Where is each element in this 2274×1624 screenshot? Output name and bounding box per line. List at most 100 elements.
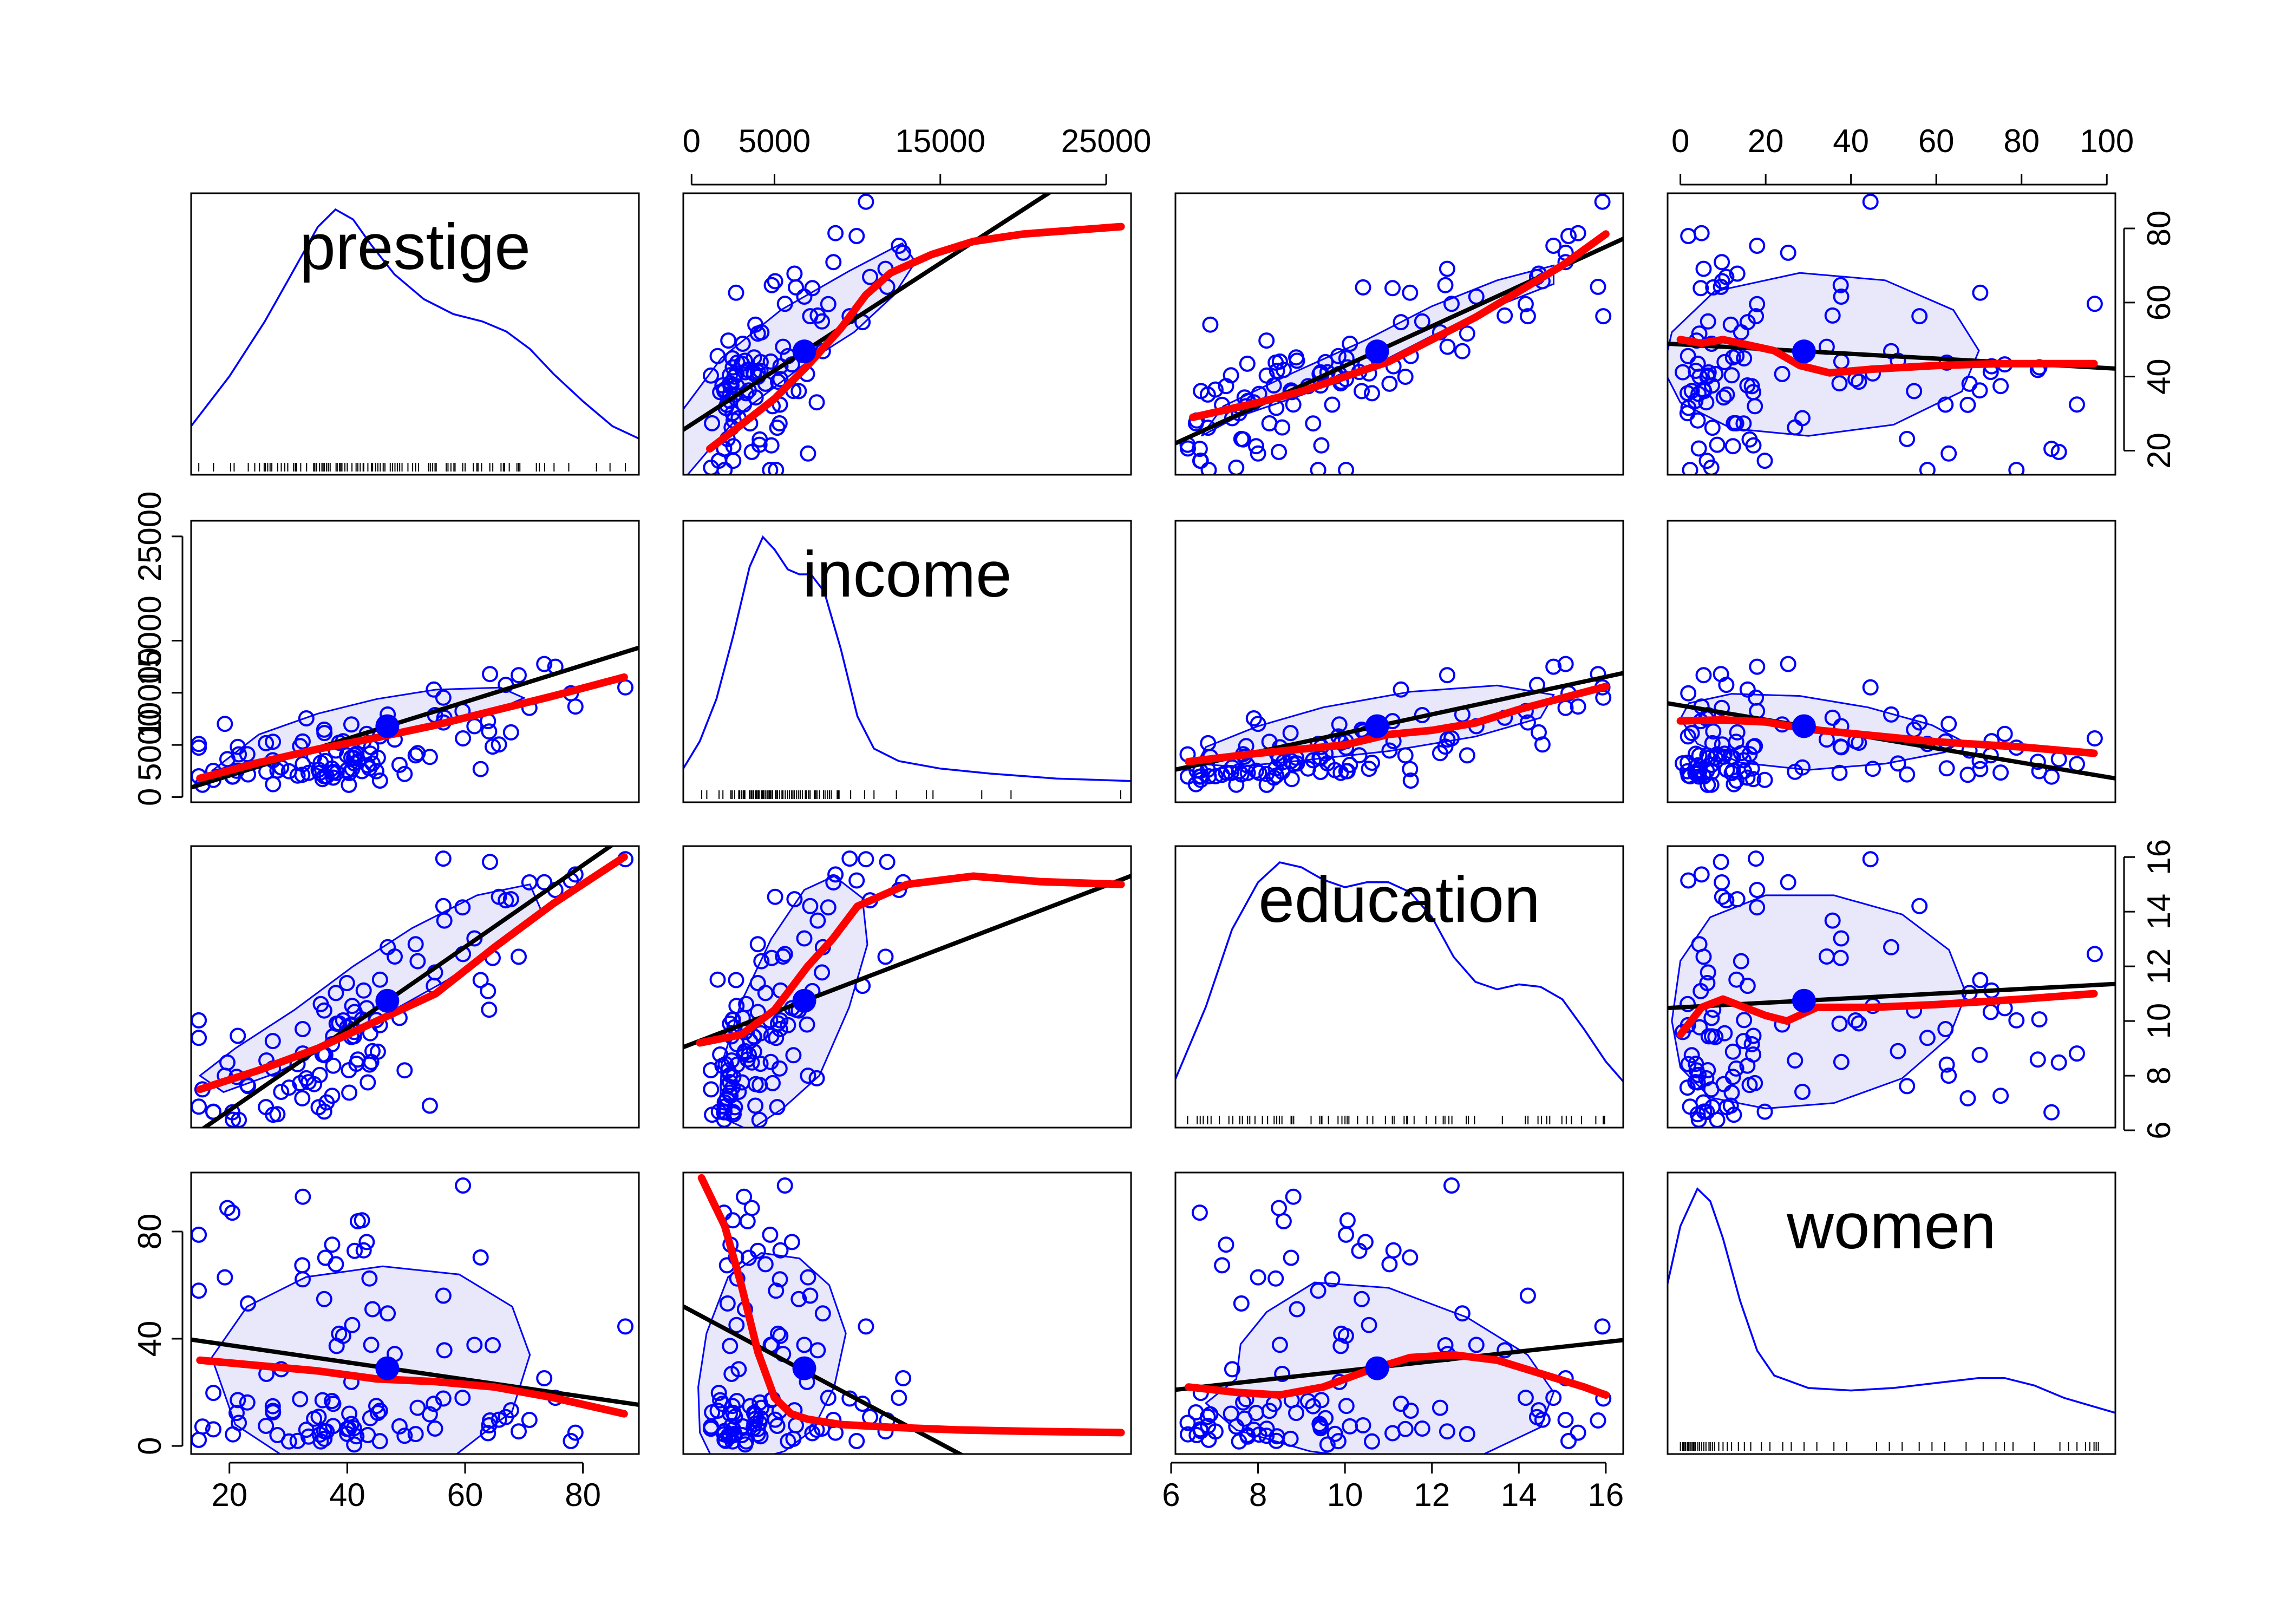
data-point bbox=[825, 254, 842, 271]
data-point bbox=[1223, 765, 1239, 781]
data-point bbox=[746, 1029, 763, 1045]
data-point bbox=[1707, 1029, 1724, 1045]
data-point bbox=[364, 1301, 381, 1318]
data-point bbox=[739, 1213, 756, 1229]
data-point bbox=[1595, 308, 1612, 325]
panel-content bbox=[1668, 193, 2115, 475]
data-point bbox=[772, 358, 789, 375]
data-point bbox=[723, 1418, 740, 1435]
data-point bbox=[318, 1094, 335, 1111]
data-point bbox=[1696, 1103, 1713, 1120]
panel-content bbox=[191, 1177, 639, 1454]
data-point bbox=[1338, 1226, 1355, 1243]
data-point bbox=[328, 985, 344, 1001]
tick-label: 0 bbox=[132, 1437, 168, 1455]
data-point bbox=[728, 365, 745, 382]
data-point bbox=[1459, 325, 1475, 342]
data-point bbox=[1862, 193, 1879, 210]
data-point bbox=[719, 1295, 736, 1312]
data-point bbox=[730, 1361, 747, 1378]
mean-point bbox=[1365, 714, 1389, 738]
data-point bbox=[2086, 946, 2103, 962]
panel-content bbox=[1668, 656, 2115, 793]
regression-line bbox=[200, 846, 615, 1128]
data-point bbox=[1748, 689, 1765, 706]
panel-content bbox=[191, 846, 633, 1128]
data-point bbox=[1200, 735, 1217, 751]
data-point bbox=[536, 656, 553, 672]
data-point bbox=[426, 1396, 442, 1412]
data-point bbox=[1718, 892, 1735, 909]
data-point bbox=[1687, 1074, 1704, 1090]
data-point bbox=[617, 1318, 633, 1335]
panels-layer: prestige income education women bbox=[190, 192, 2116, 1455]
data-point bbox=[736, 352, 753, 369]
data-point bbox=[1289, 352, 1305, 369]
tick-label: 16 bbox=[1588, 1477, 1624, 1513]
data-point bbox=[1683, 1047, 1700, 1064]
data-point bbox=[1517, 1390, 1534, 1406]
data-point bbox=[1733, 953, 1749, 970]
data-point bbox=[1560, 228, 1577, 244]
data-point bbox=[324, 1236, 341, 1253]
data-point bbox=[1250, 716, 1266, 732]
data-point bbox=[1680, 728, 1696, 745]
data-point bbox=[1319, 755, 1336, 772]
data-point bbox=[841, 850, 858, 867]
data-point bbox=[1899, 1078, 1916, 1095]
data-point bbox=[1459, 1426, 1475, 1443]
tick-label: 25000 bbox=[132, 491, 168, 581]
data-point bbox=[1704, 377, 1720, 394]
data-point bbox=[769, 1418, 786, 1434]
data-point bbox=[1310, 462, 1327, 475]
data-point bbox=[1714, 736, 1730, 753]
tick-label: 0 bbox=[1671, 123, 1689, 159]
data-point bbox=[1534, 736, 1551, 753]
data-point bbox=[1911, 898, 1928, 914]
data-point bbox=[328, 764, 345, 781]
data-point bbox=[380, 939, 396, 955]
data-point bbox=[363, 1053, 380, 1070]
data-point bbox=[194, 1418, 211, 1435]
data-point bbox=[191, 1431, 207, 1448]
data-point bbox=[1833, 1053, 1850, 1070]
data-point bbox=[1324, 1271, 1341, 1288]
data-point bbox=[1693, 866, 1710, 883]
data-point bbox=[435, 1287, 452, 1304]
data-point bbox=[1724, 438, 1741, 455]
tick-label: 80 bbox=[2141, 211, 2177, 247]
data-point bbox=[749, 936, 766, 953]
mean-point bbox=[1792, 339, 1816, 364]
data-point bbox=[1971, 382, 1988, 399]
data-point bbox=[191, 1012, 207, 1029]
data-point bbox=[796, 930, 813, 947]
data-point bbox=[536, 874, 553, 890]
data-point bbox=[728, 972, 744, 988]
data-point bbox=[772, 1271, 788, 1288]
tick-label: 8 bbox=[2141, 1066, 2177, 1084]
tick-label: 12 bbox=[2141, 948, 2177, 985]
data-point bbox=[763, 437, 780, 454]
smooth-curve bbox=[1676, 716, 2098, 757]
data-point bbox=[814, 964, 831, 981]
data-point bbox=[231, 746, 247, 763]
data-point bbox=[800, 1068, 816, 1084]
data-point bbox=[264, 1398, 281, 1415]
data-point bbox=[1519, 1287, 1536, 1304]
panel-content bbox=[683, 193, 1125, 475]
tick-label: 12 bbox=[1414, 1477, 1450, 1513]
data-point bbox=[1756, 771, 1773, 788]
data-point bbox=[737, 1436, 754, 1453]
data-point bbox=[1906, 383, 1923, 400]
data-point bbox=[734, 1418, 751, 1435]
data-point bbox=[1831, 1016, 1848, 1032]
data-point bbox=[862, 1409, 878, 1425]
data-point bbox=[1680, 1017, 1696, 1033]
data-point bbox=[1250, 445, 1266, 462]
data-point bbox=[341, 1084, 358, 1101]
data-point bbox=[2050, 443, 2067, 460]
data-point bbox=[391, 1418, 408, 1435]
data-point bbox=[343, 716, 360, 733]
